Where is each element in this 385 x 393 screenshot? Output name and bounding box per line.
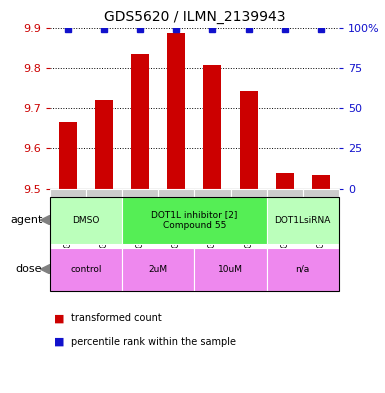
Text: ■: ■ — [54, 313, 64, 323]
Text: 2uM: 2uM — [149, 265, 168, 274]
Bar — [95, 100, 113, 189]
Text: ■: ■ — [54, 337, 64, 347]
Polygon shape — [40, 264, 50, 274]
Text: DMSO: DMSO — [72, 216, 100, 224]
Text: 10uM: 10uM — [218, 265, 243, 274]
Bar — [203, 65, 221, 189]
Text: percentile rank within the sample: percentile rank within the sample — [71, 337, 236, 347]
Bar — [59, 122, 77, 189]
Bar — [167, 33, 186, 189]
Bar — [312, 174, 330, 189]
Text: transformed count: transformed count — [71, 313, 162, 323]
Text: agent: agent — [10, 215, 42, 225]
Text: n/a: n/a — [296, 265, 310, 274]
Text: dose: dose — [16, 264, 42, 274]
Bar — [131, 55, 149, 189]
Bar — [276, 173, 294, 189]
Bar — [239, 91, 258, 189]
Title: GDS5620 / ILMN_2139943: GDS5620 / ILMN_2139943 — [104, 10, 285, 24]
Text: DOT1LsiRNA: DOT1LsiRNA — [275, 216, 331, 224]
Text: DOT1L inhibitor [2]
Compound 55: DOT1L inhibitor [2] Compound 55 — [151, 210, 238, 230]
Text: control: control — [70, 265, 102, 274]
Polygon shape — [40, 215, 50, 225]
